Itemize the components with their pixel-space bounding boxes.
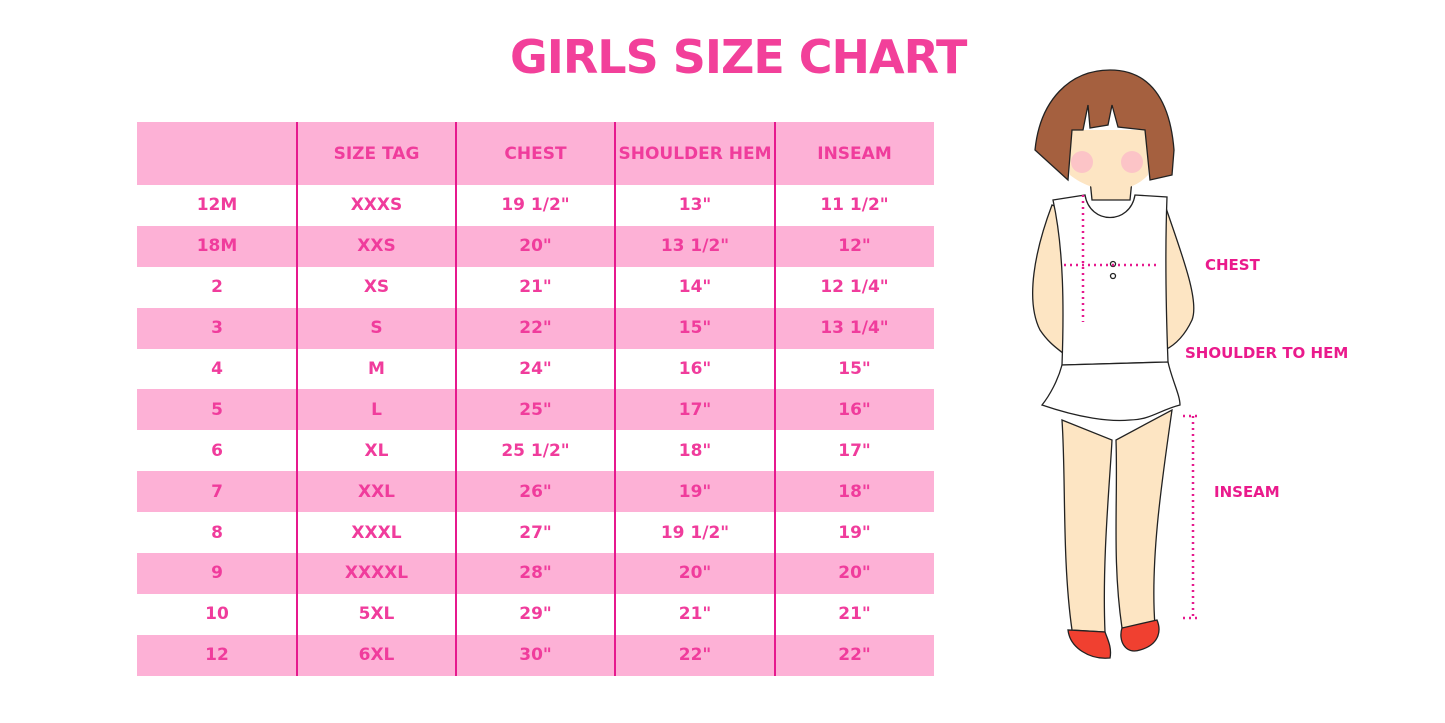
table-cell: 22"	[678, 645, 712, 666]
table-cell: 11 1/2"	[820, 195, 889, 216]
table-cell: 25 1/2"	[501, 440, 570, 461]
table-cell: 8	[211, 522, 223, 543]
table-cell: XXXXL	[344, 563, 409, 584]
table-cell: 12"	[838, 236, 871, 257]
column-divider	[614, 122, 616, 676]
table-cell: SHOULDER HEM	[618, 143, 772, 164]
table-cell: 9	[211, 563, 223, 584]
table-cell: XL	[364, 440, 389, 461]
table-cell: 26"	[519, 481, 552, 502]
table-cell: 24"	[519, 359, 552, 379]
table-cell: 10	[205, 604, 229, 625]
shirt	[1052, 194, 1169, 366]
table-cell: 18M	[196, 236, 238, 257]
table-cell: 2	[211, 277, 223, 298]
table-cell: XXXL	[351, 522, 402, 543]
table-row: 7 XXL 26" 19" 18"	[137, 471, 934, 513]
table-cell: 7	[211, 481, 223, 502]
table-cell: XS	[363, 277, 390, 298]
table-cell: 4	[211, 359, 223, 379]
bloomers	[1040, 361, 1181, 422]
table-cell: 19 1/2"	[501, 195, 570, 216]
table-cell: 13 1/4"	[820, 318, 889, 339]
table-header-row: SIZE TAG CHEST SHOULDER HEM INSEAM	[137, 122, 934, 185]
table-cell: 15"	[838, 359, 871, 379]
table-cell: SIZE TAG	[333, 143, 420, 164]
column-divider	[455, 122, 457, 676]
table-cell: 21"	[678, 604, 712, 625]
table-cell: 21"	[838, 604, 871, 625]
table-cell: 27"	[519, 522, 552, 543]
table-cell: 12 1/4"	[820, 277, 889, 298]
table-cell: 12M	[196, 195, 238, 216]
table-row: 10 5XL 29" 21" 21"	[137, 594, 934, 635]
inseam-label: INSEAM	[1214, 483, 1280, 501]
table-cell: INSEAM	[817, 143, 892, 164]
table-row: 18M XXS 20" 13 1/2" 12"	[137, 225, 934, 267]
table-cell: L	[371, 399, 382, 420]
table-row: 12 6XL 30" 22" 22"	[137, 634, 934, 676]
table-row: 12M XXXS 19 1/2" 13" 11 1/2"	[137, 185, 934, 226]
table-cell: 18"	[678, 440, 712, 461]
chest-label: CHEST	[1205, 256, 1260, 274]
table-cell: 17"	[678, 399, 712, 420]
table-cell: 15"	[678, 318, 712, 339]
table-cell: 14"	[678, 277, 712, 298]
table-cell: 6XL	[358, 645, 395, 666]
measurement-lines	[1064, 195, 1201, 620]
table-cell: 21"	[519, 277, 552, 298]
table-row: 3 S 22" 15" 13 1/4"	[137, 307, 934, 349]
table-cell: 12	[205, 645, 229, 666]
table-cell: XXL	[357, 481, 396, 502]
column-divider	[774, 122, 776, 676]
size-table: SIZE TAG CHEST SHOULDER HEM INSEAM 12M XXXS 19…	[137, 122, 934, 676]
table-row: 4 M 24" 16" 15"	[137, 349, 934, 390]
table-cell: XXS	[357, 236, 396, 257]
table-cell: 19"	[678, 481, 712, 502]
table-cell: 22"	[838, 645, 871, 666]
right-shoe	[1120, 619, 1160, 652]
table-cell: 5	[211, 399, 223, 420]
table-cell: 28"	[519, 563, 552, 584]
table-cell: 29"	[519, 604, 552, 625]
table-cell: M	[368, 359, 385, 379]
left-shoe	[1067, 629, 1112, 659]
table-cell: 13"	[678, 195, 712, 216]
table-cell: 30"	[519, 645, 552, 666]
table-cell: 19 1/2"	[660, 522, 730, 543]
table-cell: 25"	[519, 399, 552, 420]
table-row: 6 XL 25 1/2" 18" 17"	[137, 430, 934, 471]
table-row: 9 XXXXL 28" 20" 20"	[137, 553, 934, 594]
table-cell: 17"	[838, 440, 871, 461]
table-cell: 20"	[519, 236, 552, 257]
table-cell: 5XL	[358, 604, 395, 625]
table-cell: XXXS	[350, 195, 403, 216]
table-row: 8 XXXL 27" 19 1/2" 19"	[137, 512, 934, 553]
column-divider	[296, 122, 298, 676]
table-cell: 3	[211, 318, 223, 339]
table-cell: 6	[211, 440, 223, 461]
table-cell: S	[370, 318, 383, 339]
table-row: 5 L 25" 17" 16"	[137, 389, 934, 431]
right-leg	[1115, 408, 1173, 629]
table-cell: CHEST	[504, 143, 567, 164]
table-cell: 20"	[678, 563, 712, 584]
page-title: GIRLS SIZE CHART	[510, 30, 967, 84]
right-arm	[1159, 203, 1195, 352]
left-leg	[1061, 419, 1113, 633]
table-cell: 20"	[838, 563, 871, 584]
shoulder-to-hem-label: SHOULDER TO HEM	[1185, 344, 1349, 362]
table-cell: 13 1/2"	[660, 236, 730, 257]
table-cell: 16"	[838, 399, 871, 420]
hair	[1034, 69, 1175, 182]
table-row: 2 XS 21" 14" 12 1/4"	[137, 267, 934, 308]
table-cell: 22"	[519, 318, 552, 339]
table-cell: 19"	[838, 522, 871, 543]
table-cell: 16"	[678, 359, 712, 379]
table-cell: 18"	[838, 481, 871, 502]
face	[1068, 130, 1150, 190]
